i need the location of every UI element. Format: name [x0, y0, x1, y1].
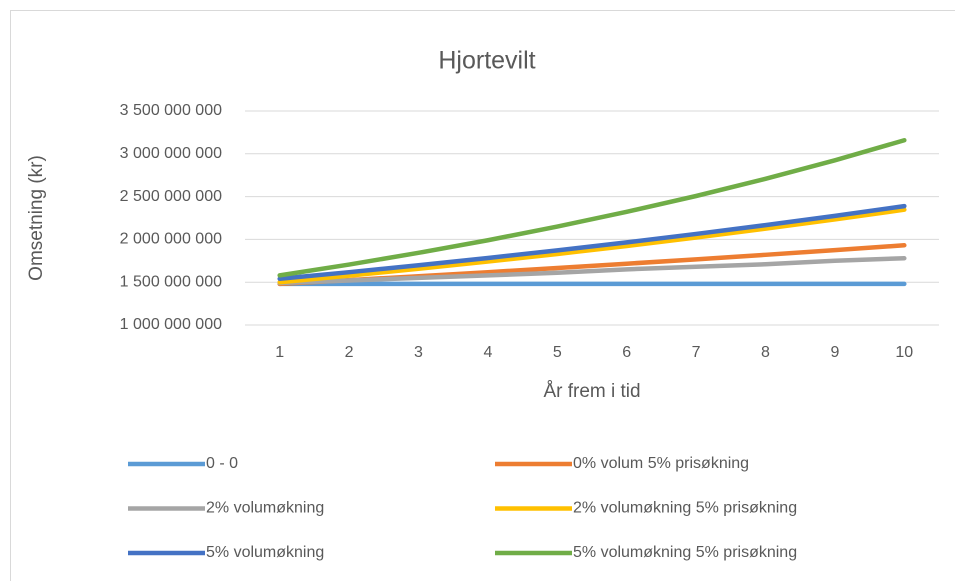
x-tick-label: 2	[345, 344, 354, 361]
x-tick-label: 4	[483, 344, 492, 361]
y-tick-label: 3 500 000 000	[120, 102, 222, 119]
series-line	[277, 207, 907, 285]
chart-border	[10, 10, 955, 581]
legend-label: 5% volumøkning 5% prisøkning	[573, 544, 797, 561]
x-tick-label: 10	[895, 344, 913, 361]
y-axis-label: Omsetning (kr)	[26, 155, 47, 281]
legend-label: 2% volumøkning	[206, 500, 324, 517]
y-tick-label: 1 000 000 000	[120, 316, 222, 333]
chart-title: Hjortevilt	[438, 47, 535, 75]
x-tick-label: 3	[414, 344, 423, 361]
y-tick-label: 2 500 000 000	[120, 188, 222, 205]
x-tick-label: 9	[830, 344, 839, 361]
y-tick-label: 2 000 000 000	[120, 231, 222, 248]
y-tick-label: 1 500 000 000	[120, 273, 222, 290]
x-tick-label: 8	[761, 344, 770, 361]
x-tick-label: 6	[622, 344, 631, 361]
series-line	[277, 203, 907, 282]
x-axis-label: År frem i tid	[543, 381, 640, 402]
legend-label: 0 - 0	[206, 455, 238, 472]
x-tick-label: 1	[275, 344, 284, 361]
y-tick-label: 3 000 000 000	[120, 145, 222, 162]
legend-label: 5% volumøkning	[206, 544, 324, 561]
series-line	[277, 138, 907, 278]
x-tick-label: 7	[692, 344, 701, 361]
series-line	[277, 255, 907, 286]
x-tick-label: 5	[553, 344, 562, 361]
legend-label: 2% volumøkning 5% prisøkning	[573, 500, 797, 517]
legend-label: 0% volum 5% prisøkning	[573, 455, 749, 472]
